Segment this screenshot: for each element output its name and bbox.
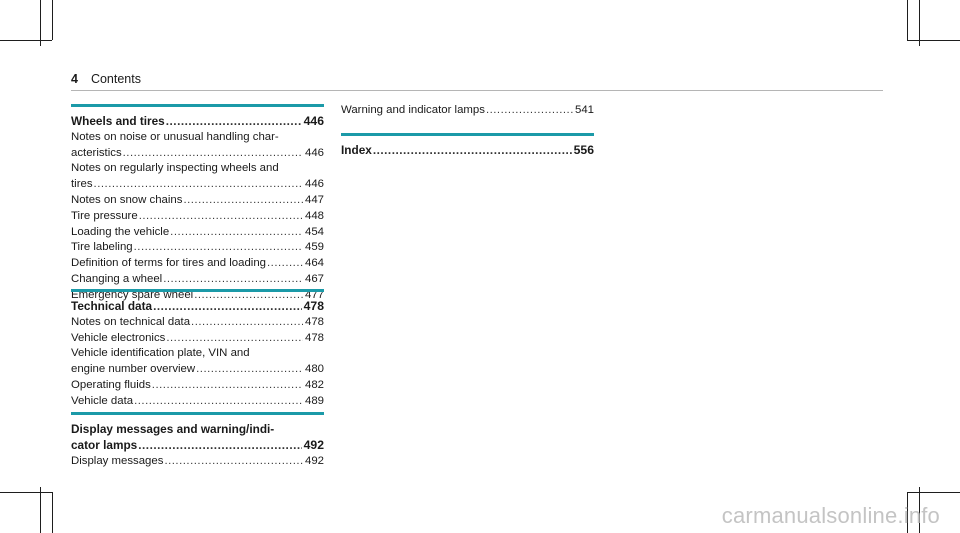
toc-heading[interactable]: Index556 — [341, 143, 594, 159]
toc-heading[interactable]: Wheels and tires446 — [71, 114, 324, 130]
toc-entry[interactable]: tires446 — [71, 177, 324, 193]
page-number: 4 — [71, 72, 78, 86]
toc-entry[interactable]: Notes on technical data478 — [71, 315, 324, 331]
toc-right-continuation: Warning and indicator lamps541 — [341, 103, 594, 119]
section-accent-bar — [71, 412, 324, 415]
toc-entry[interactable]: Changing a wheel467 — [71, 272, 324, 288]
toc-entry[interactable]: acteristics446 — [71, 146, 324, 162]
toc-entry-line[interactable]: Notes on regularly inspecting wheels and — [71, 162, 279, 175]
toc-entry[interactable]: Tire labeling459 — [71, 240, 324, 256]
toc-entry[interactable]: engine number overview480 — [71, 362, 324, 378]
toc-section-technical-data: Technical data478 Notes on technical dat… — [71, 289, 324, 410]
section-accent-bar — [341, 133, 594, 136]
crop-mark — [40, 0, 41, 46]
crop-mark — [907, 492, 960, 493]
toc-entry[interactable]: Warning and indicator lamps541 — [341, 103, 594, 119]
crop-mark — [907, 0, 908, 40]
crop-mark — [919, 487, 920, 533]
toc-entry-line[interactable]: Vehicle identification plate, VIN and — [71, 347, 250, 360]
toc-entry[interactable]: Vehicle electronics478 — [71, 331, 324, 347]
toc-entry[interactable]: Tire pressure448 — [71, 209, 324, 225]
toc-heading-line[interactable]: Display messages and warning/indi- — [71, 422, 275, 436]
section-accent-bar — [71, 289, 324, 292]
toc-entry[interactable]: Vehicle data489 — [71, 394, 324, 410]
watermark: carmanualsonline.info — [721, 503, 940, 528]
toc-section-index: Index556 — [341, 133, 594, 159]
header-divider — [71, 90, 883, 91]
page-title: Contents — [90, 72, 141, 86]
toc-entry[interactable]: Notes on snow chains447 — [71, 193, 324, 209]
crop-mark — [0, 40, 52, 41]
toc-heading[interactable]: Technical data478 — [71, 299, 324, 315]
toc-entry[interactable]: Display messages492 — [71, 454, 324, 470]
crop-mark — [919, 0, 920, 46]
crop-mark — [52, 492, 53, 533]
crop-mark — [907, 40, 960, 41]
crop-mark — [0, 492, 52, 493]
toc-heading[interactable]: cator lamps492 — [71, 438, 324, 454]
page-header: 4 Contents — [71, 72, 141, 86]
toc-entry[interactable]: Operating fluids482 — [71, 378, 324, 394]
crop-mark — [907, 492, 908, 533]
toc-section-display-messages: Display messages and warning/indi- cator… — [71, 412, 324, 469]
section-accent-bar — [71, 104, 324, 107]
crop-mark — [52, 0, 53, 40]
toc-entry-line[interactable]: Notes on noise or unusual handling char- — [71, 130, 279, 143]
toc-section-wheels-and-tires: Wheels and tires446 Notes on noise or un… — [71, 104, 324, 304]
toc-entry[interactable]: Definition of terms for tires and loadin… — [71, 256, 324, 272]
toc-entry[interactable]: Loading the vehicle454 — [71, 225, 324, 241]
crop-mark — [40, 487, 41, 533]
